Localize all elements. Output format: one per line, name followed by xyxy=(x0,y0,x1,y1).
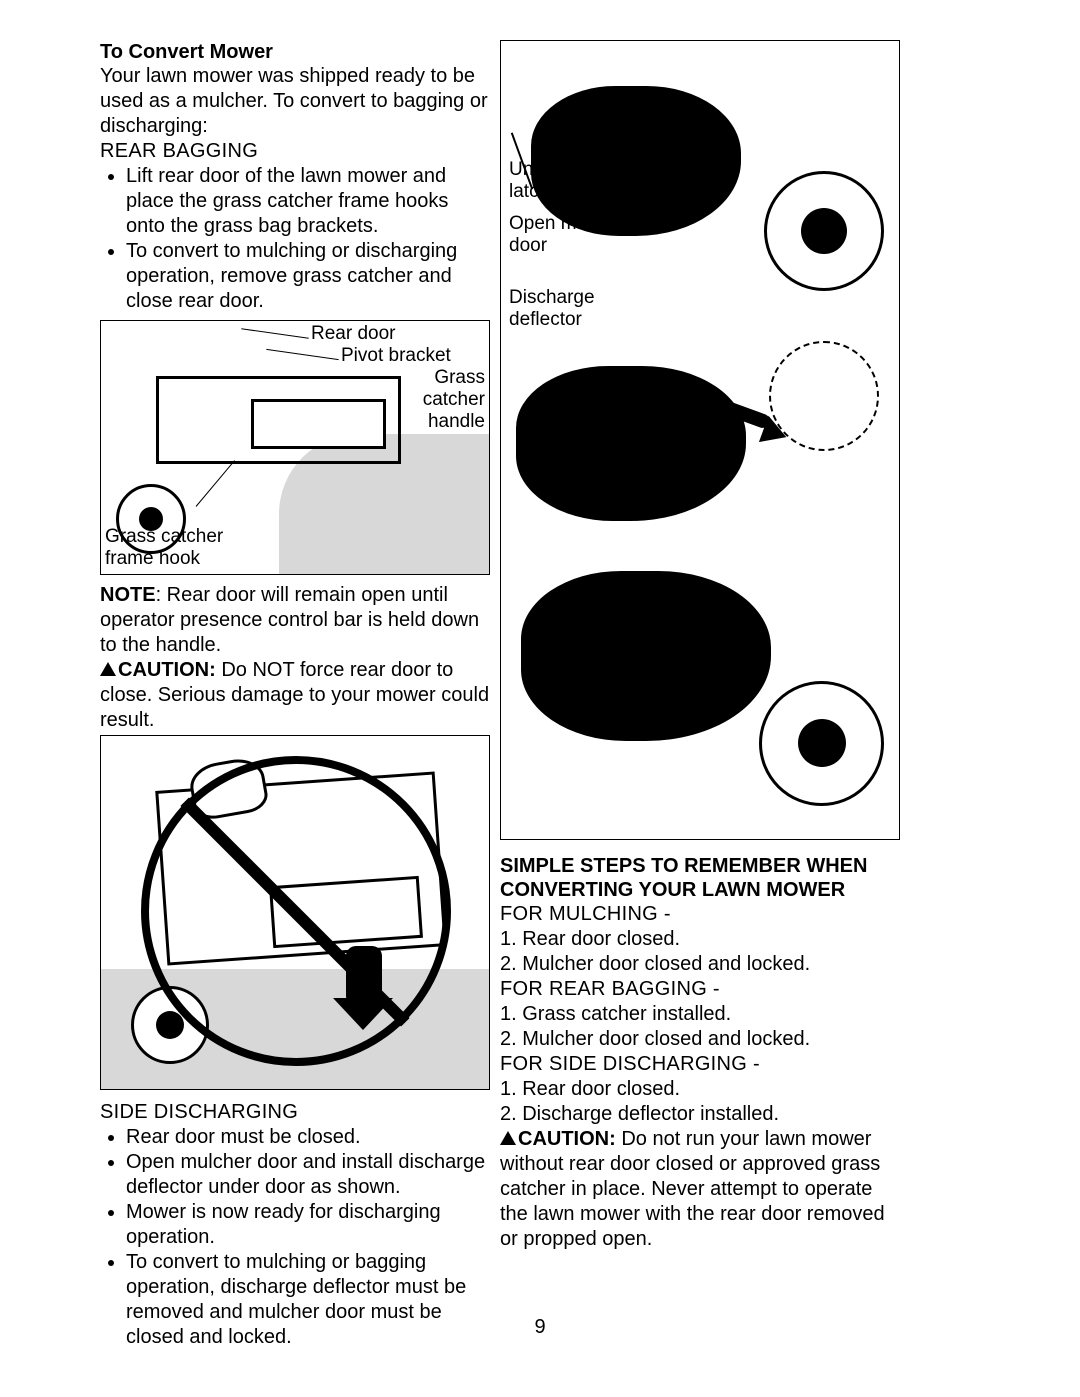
label-unlock-latch: Unlock latch xyxy=(509,159,579,203)
label-grass-catcher-handle: Grass catcher handle xyxy=(405,367,485,433)
simple-steps-title-2: CONVERTING YOUR LAWN MOWER xyxy=(500,878,900,902)
note-body: : Rear door will remain open until opera… xyxy=(100,584,479,656)
for-mulching-head: FOR MULCHING - xyxy=(500,902,900,927)
page-number: 9 xyxy=(0,1316,1080,1339)
convert-mower-title: To Convert Mower xyxy=(100,40,490,64)
figure-discharge-sequence: Unlock latch Open mulcher door Discharge… xyxy=(500,40,900,840)
label-rear-door: Rear door xyxy=(311,323,396,345)
label-open-mulcher-door: Open mulcher door xyxy=(509,213,629,257)
for-mulching-item-2: 2. Mulcher door closed and locked. xyxy=(500,952,900,977)
note-label: NOTE xyxy=(100,584,156,606)
for-rear-bagging-item-2: 2. Mulcher door closed and locked. xyxy=(500,1027,900,1052)
list-item: Open mulcher door and install discharge … xyxy=(126,1150,490,1200)
rear-bagging-head: REAR BAGGING xyxy=(100,139,490,164)
caution-label-2: CAUTION: xyxy=(518,1128,616,1150)
caution-block-1: CAUTION: Do NOT force rear door to close… xyxy=(100,658,490,733)
list-item: Lift rear door of the lawn mower and pla… xyxy=(126,164,490,239)
right-column: Unlock latch Open mulcher door Discharge… xyxy=(500,40,900,1350)
for-rear-bagging-head: FOR REAR BAGGING - xyxy=(500,977,900,1002)
intro-text: Your lawn mower was shipped ready to be … xyxy=(100,64,490,139)
caution-icon xyxy=(100,662,116,676)
list-item: Mower is now ready for discharging opera… xyxy=(126,1200,490,1250)
caution-icon xyxy=(500,1131,516,1145)
note-block: NOTE: Rear door will remain open until o… xyxy=(100,583,490,658)
label-discharge-deflector: Discharge deflector xyxy=(509,287,609,331)
simple-steps-title-1: SIMPLE STEPS TO REMEMBER WHEN xyxy=(500,854,900,878)
caution-block-2: CAUTION: Do not run your lawn mower with… xyxy=(500,1127,900,1252)
figure-rear-bagging: Rear door Pivot bracket Grass catcher ha… xyxy=(100,320,490,575)
side-discharging-head: SIDE DISCHARGING xyxy=(100,1100,490,1125)
rear-bagging-list: Lift rear door of the lawn mower and pla… xyxy=(100,164,490,314)
left-column: To Convert Mower Your lawn mower was shi… xyxy=(100,40,490,1350)
label-pivot-bracket: Pivot bracket xyxy=(341,345,451,367)
for-side-discharging-head: FOR SIDE DISCHARGING - xyxy=(500,1052,900,1077)
caution-label-1: CAUTION: xyxy=(118,659,216,681)
for-mulching-item-1: 1. Rear door closed. xyxy=(500,927,900,952)
for-side-discharging-item-1: 1. Rear door closed. xyxy=(500,1077,900,1102)
for-side-discharging-item-2: 2. Discharge deflector installed. xyxy=(500,1102,900,1127)
label-grass-catcher-frame-hook: Grass catcher frame hook xyxy=(105,526,245,570)
list-item: To convert to mulching or discharging op… xyxy=(126,239,490,314)
list-item: Rear door must be closed. xyxy=(126,1125,490,1150)
for-rear-bagging-item-1: 1. Grass catcher installed. xyxy=(500,1002,900,1027)
figure-caution-no-force xyxy=(100,735,490,1090)
